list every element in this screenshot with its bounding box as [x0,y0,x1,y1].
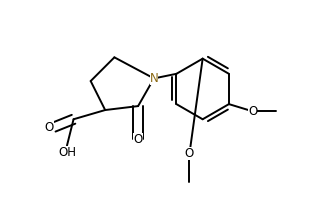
Text: OH: OH [58,146,76,159]
Text: N: N [150,72,158,85]
Text: O: O [134,133,143,145]
Text: O: O [248,105,257,118]
Text: O: O [185,147,194,160]
Text: O: O [45,121,54,134]
